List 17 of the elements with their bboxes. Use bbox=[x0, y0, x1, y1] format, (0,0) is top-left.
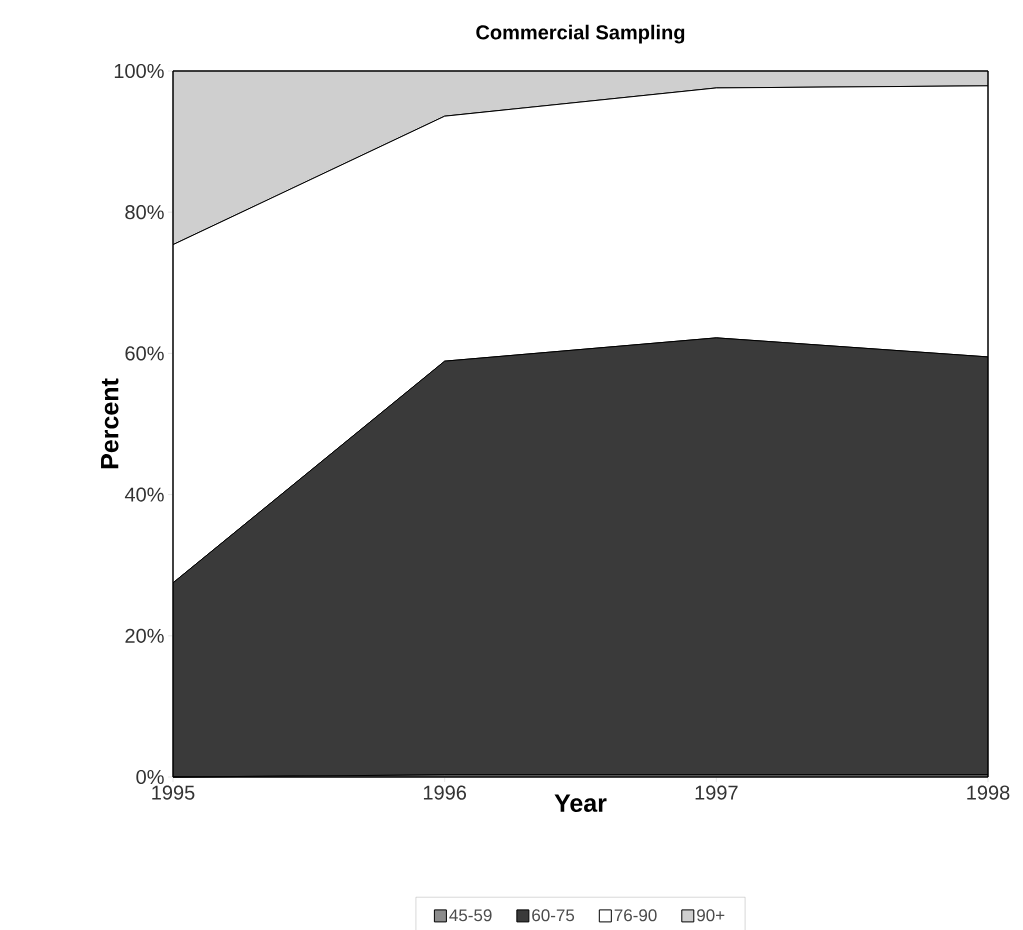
x-tick-label: 1995 bbox=[152, 785, 195, 800]
x-tick-label: 1996 bbox=[423, 785, 467, 800]
legend-label: 76-90 bbox=[614, 909, 657, 922]
y-axis-title: Percent bbox=[101, 378, 119, 469]
x-tick-label: 1998 bbox=[967, 785, 1010, 800]
legend-label: 60-75 bbox=[532, 909, 575, 922]
y-tick-label: 60% bbox=[125, 346, 164, 361]
chart-title: Commercial Sampling bbox=[476, 24, 685, 44]
x-axis-title: Year bbox=[554, 794, 607, 812]
legend-label: 45-59 bbox=[449, 909, 492, 922]
legend-label: 90+ bbox=[697, 909, 725, 922]
y-tick-label: 40% bbox=[124, 487, 164, 502]
y-tick-label: 0% bbox=[136, 769, 164, 785]
y-tick-label: 100% bbox=[114, 63, 164, 79]
x-tick-label: 1997 bbox=[695, 785, 738, 800]
y-tick-label: 80% bbox=[125, 205, 164, 220]
y-tick-label: 20% bbox=[125, 628, 164, 643]
